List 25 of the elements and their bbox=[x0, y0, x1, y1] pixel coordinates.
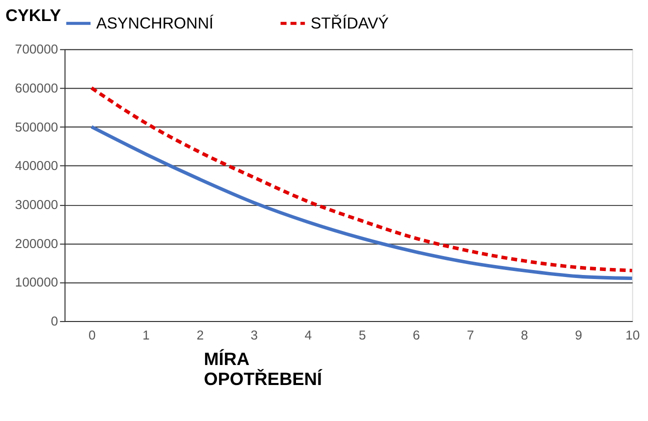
y-tick-label: 400000 bbox=[15, 158, 58, 174]
y-tick-label: 0 bbox=[50, 314, 58, 329]
y-tick-label: 500000 bbox=[15, 119, 58, 134]
legend-label: ASYNCHRONNÍ bbox=[96, 14, 214, 32]
x-tick-label: 7 bbox=[466, 327, 474, 342]
y-tick-label: 700000 bbox=[15, 42, 58, 57]
y-tick-label: 200000 bbox=[15, 236, 58, 251]
x-tick-label: 4 bbox=[304, 327, 312, 342]
line-series bbox=[90, 86, 634, 272]
x-tick-label: 3 bbox=[250, 327, 258, 342]
y-tick-label: 600000 bbox=[15, 80, 58, 96]
y-axis-title: CYKLY bbox=[5, 6, 62, 25]
x-tick-label: 6 bbox=[412, 327, 420, 342]
x-tick-label: 10 bbox=[625, 327, 640, 342]
x-tick-label: 8 bbox=[520, 327, 528, 342]
x-axis-title: MÍRA OPOTŘEBENÍ bbox=[204, 349, 324, 390]
x-tick-label: 2 bbox=[196, 327, 204, 342]
legend-label: STŘÍDAVÝ bbox=[310, 14, 390, 32]
line-series bbox=[90, 125, 634, 280]
y-tick-label: 100000 bbox=[15, 274, 58, 290]
y-tick-label: 300000 bbox=[15, 196, 58, 212]
x-tick-label: 9 bbox=[574, 327, 582, 342]
x-tick-label: 1 bbox=[142, 327, 150, 342]
x-tick-label: 0 bbox=[88, 327, 96, 342]
x-tick-label: 5 bbox=[358, 327, 366, 342]
